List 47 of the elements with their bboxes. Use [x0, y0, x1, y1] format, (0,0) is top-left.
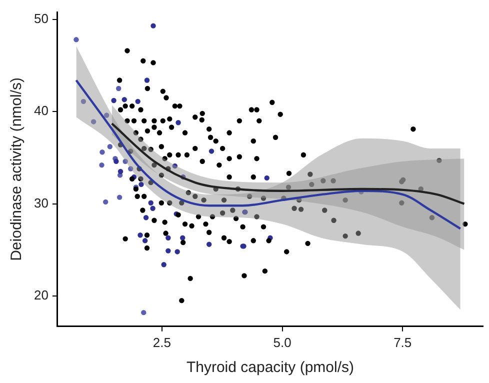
x-tick-label: 2.5: [152, 334, 171, 350]
point: [107, 144, 113, 150]
point: [206, 242, 212, 247]
point: [161, 262, 166, 268]
x-axis-title: Thyroid capacity (pmol/s): [186, 359, 354, 376]
point: [143, 215, 149, 220]
point: [111, 98, 116, 104]
point: [264, 175, 270, 181]
point: [74, 37, 79, 42]
point: [135, 98, 140, 104]
x-tick-label: 7.5: [394, 334, 412, 350]
point: [141, 310, 146, 316]
point: [150, 23, 156, 28]
point: [80, 98, 86, 104]
point: [166, 248, 171, 254]
point: [90, 119, 96, 124]
point: [116, 194, 122, 200]
y-tick-label: 20: [34, 288, 48, 303]
point: [118, 168, 124, 174]
y-axis-title: Deiodinase activity (nmol/s): [8, 77, 26, 261]
point: [174, 249, 180, 254]
point: [172, 163, 178, 169]
point: [122, 158, 128, 164]
point: [176, 120, 181, 126]
line-series: [110, 122, 466, 205]
point: [103, 199, 108, 205]
point: [114, 158, 119, 164]
point: [208, 148, 214, 154]
point: [148, 200, 154, 206]
point: [142, 238, 148, 244]
point: [180, 235, 186, 240]
point: [99, 162, 104, 168]
y-tick-label: 30: [34, 195, 48, 210]
point: [166, 235, 171, 240]
point: [116, 86, 122, 92]
y-tick-label: 50: [34, 10, 48, 26]
point: [150, 206, 156, 211]
point: [104, 112, 110, 118]
y-tick-label: 40: [34, 103, 48, 118]
point: [100, 150, 105, 155]
point: [144, 78, 150, 83]
x-tick-label: 5.0: [273, 334, 292, 350]
line-series: [75, 79, 462, 230]
point: [122, 96, 127, 102]
point: [138, 182, 144, 188]
point: [138, 232, 143, 238]
point: [128, 166, 134, 172]
